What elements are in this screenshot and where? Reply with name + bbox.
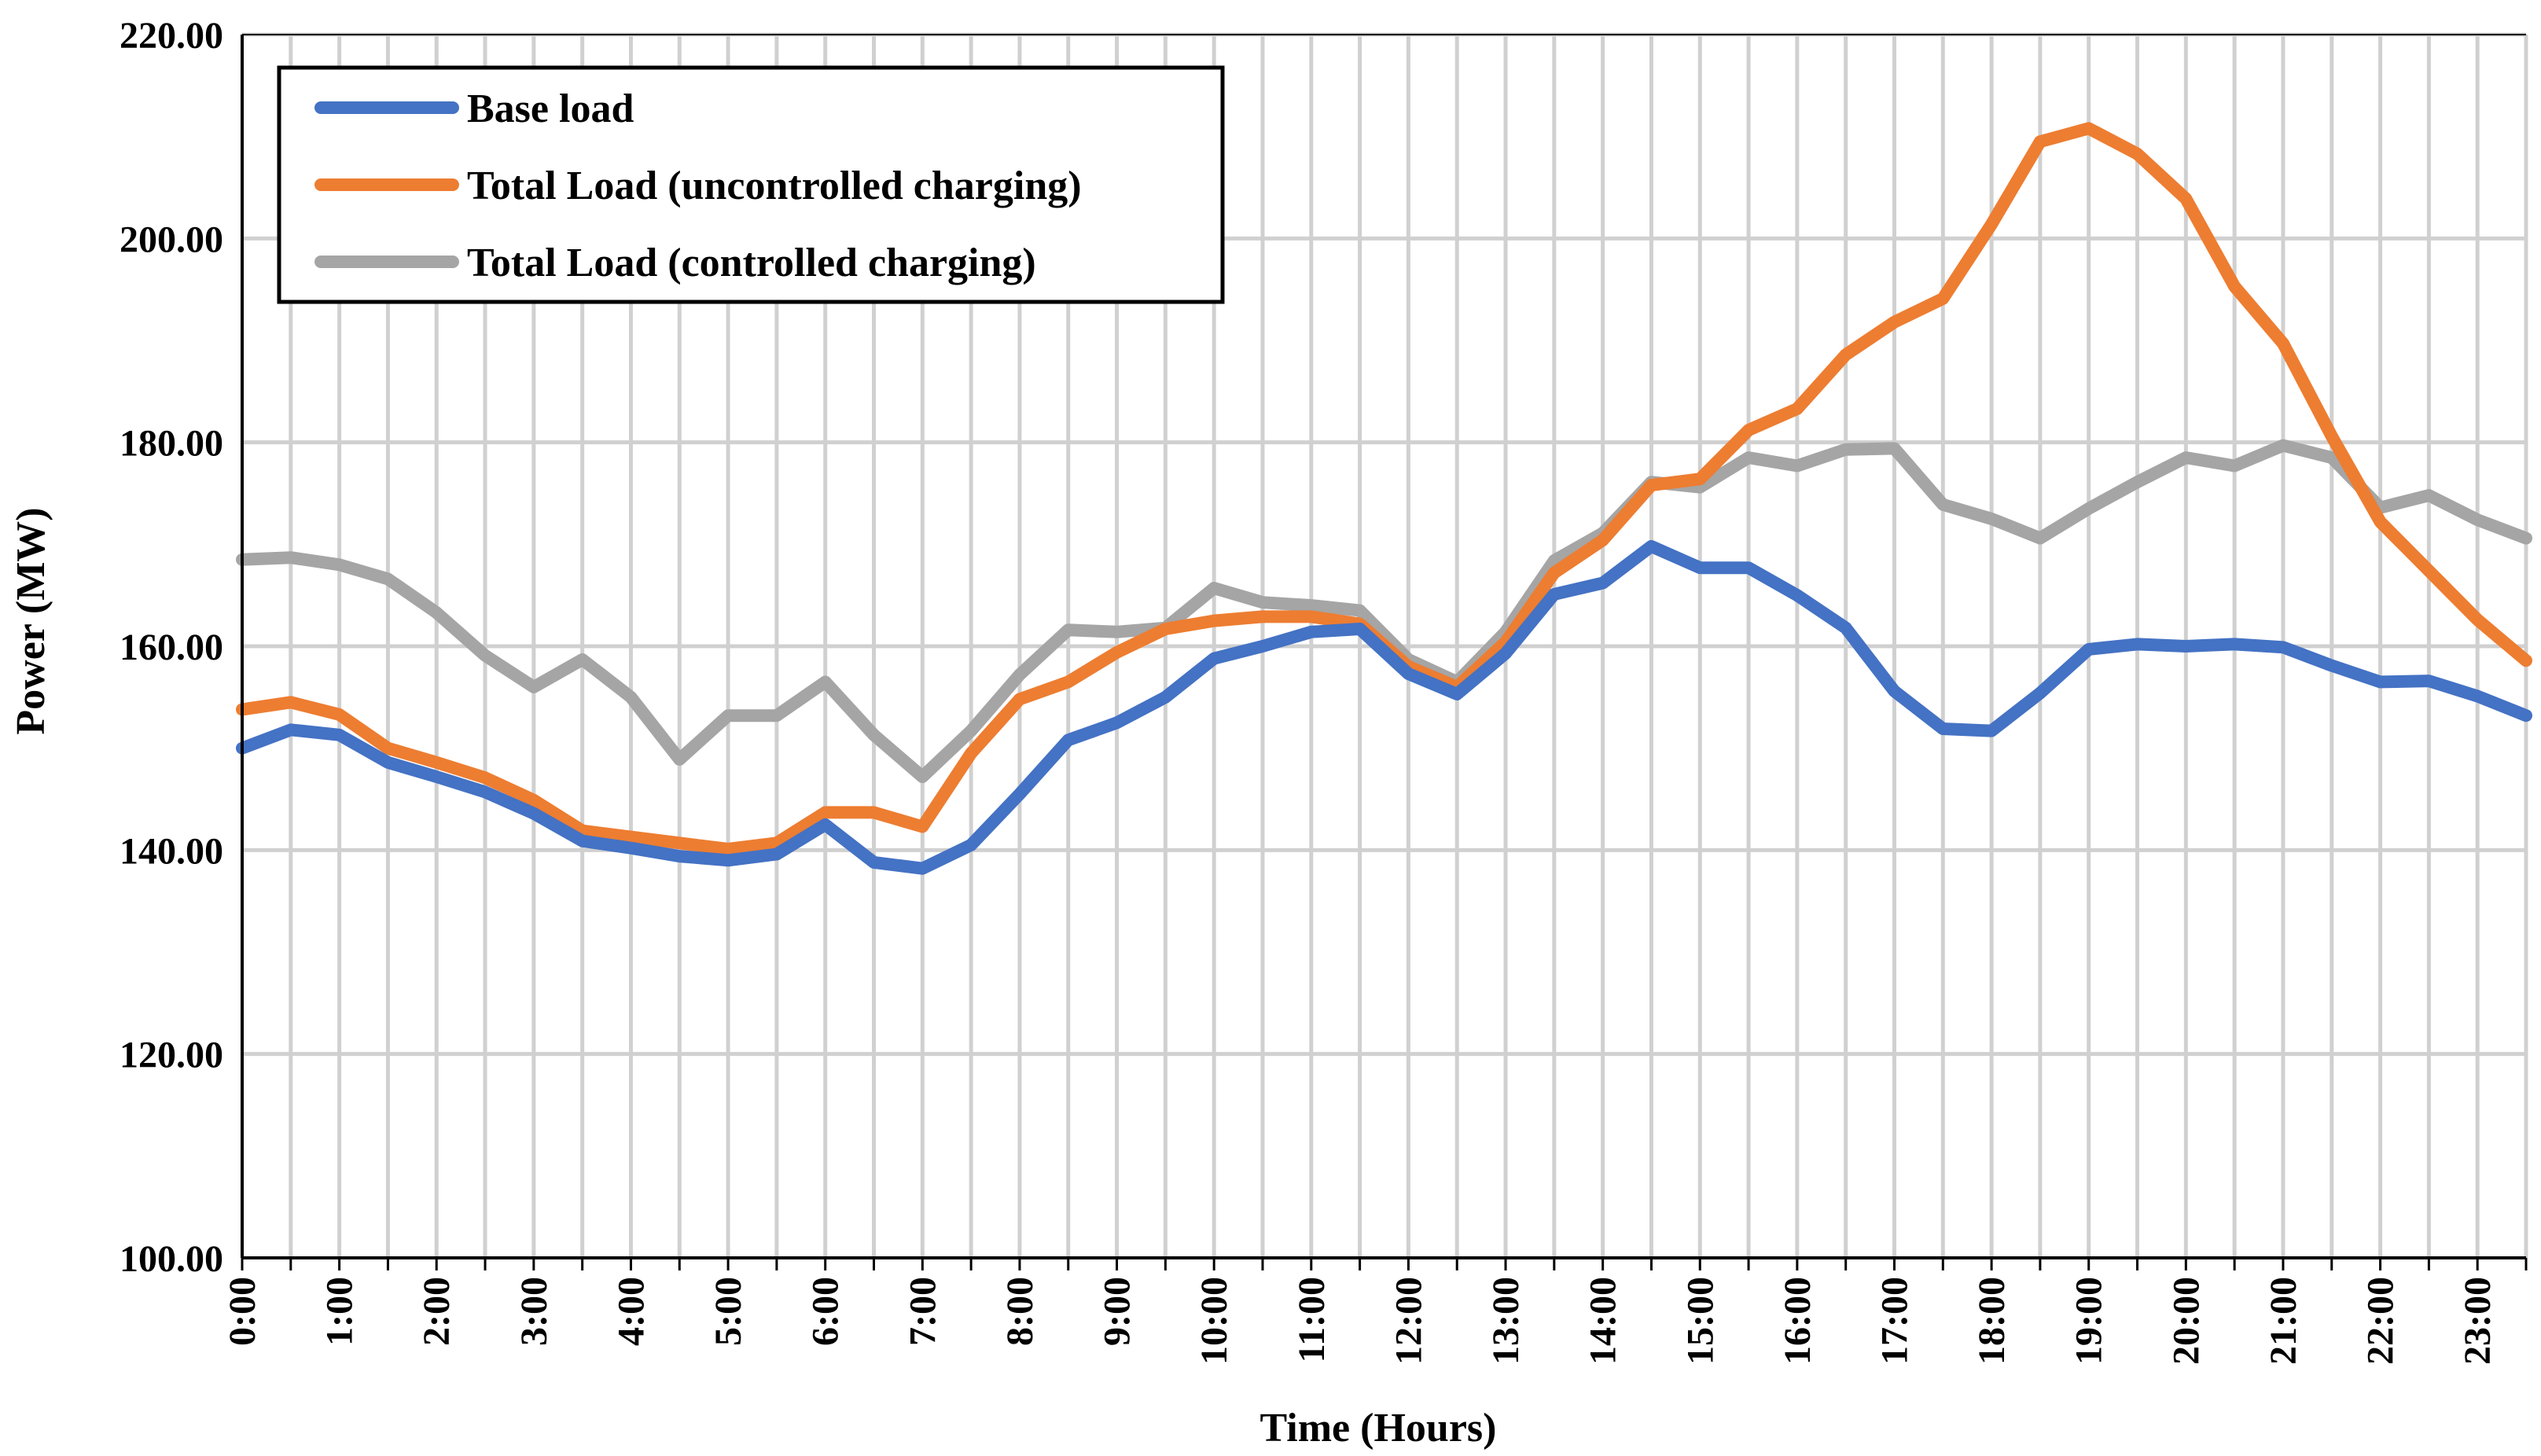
- x-tick-label: 22:00: [2360, 1277, 2402, 1365]
- legend-label-uncontrolled: Total Load (uncontrolled charging): [467, 164, 1082, 208]
- x-tick-label: 20:00: [2165, 1277, 2207, 1365]
- x-tick-label: 21:00: [2263, 1277, 2304, 1365]
- x-tick-label: 7:00: [902, 1277, 943, 1346]
- x-tick-label: 14:00: [1583, 1277, 1624, 1365]
- x-tick-label: 12:00: [1388, 1277, 1429, 1365]
- x-tick-label: 15:00: [1679, 1277, 1721, 1365]
- x-tick-label: 5:00: [708, 1277, 749, 1346]
- x-tick-label: 0:00: [222, 1277, 263, 1346]
- x-tick-label: 19:00: [2068, 1277, 2110, 1365]
- x-tick-label: 17:00: [1874, 1277, 1915, 1365]
- y-tick-label: 120.00: [120, 1035, 223, 1076]
- y-tick-label: 160.00: [120, 627, 223, 668]
- x-tick-label: 13:00: [1485, 1277, 1527, 1365]
- legend-label-controlled: Total Load (controlled charging): [467, 241, 1036, 285]
- legend-label-base-load: Base load: [467, 86, 634, 131]
- legend: Base load Total Load (uncontrolled charg…: [277, 65, 1225, 304]
- x-tick-label: 23:00: [2457, 1277, 2499, 1365]
- x-tick-label: 3:00: [513, 1277, 555, 1346]
- x-tick-label: 6:00: [805, 1277, 847, 1346]
- y-tick-label: 180.00: [120, 423, 223, 465]
- y-tick-label: 220.00: [120, 15, 223, 57]
- x-tick-label: 4:00: [610, 1277, 652, 1346]
- series-line-2: [236, 439, 2532, 783]
- x-tick-label: 1:00: [319, 1277, 361, 1346]
- x-tick-label: 11:00: [1291, 1277, 1333, 1362]
- x-tick-label: 10:00: [1193, 1277, 1235, 1365]
- y-tick-label: 140.00: [120, 830, 223, 872]
- x-axis-title: Time (Hours): [1260, 1406, 1497, 1450]
- x-tick-label: 18:00: [1971, 1277, 2013, 1365]
- x-tick-label: 9:00: [1097, 1277, 1138, 1346]
- series-lines: [236, 122, 2532, 875]
- y-tick-labels: 100.00 120.00 140.00 160.00 180.00 200.00 220.…: [120, 15, 223, 1280]
- y-tick-label: 100.00: [120, 1238, 223, 1280]
- series-line-0: [236, 539, 2532, 875]
- x-tick-label: 2:00: [416, 1277, 458, 1346]
- x-tick-labels: 0:00 1:00 2:00 3:00 4:00 5:00 6:00 7:00 8:00 9:00…: [222, 1258, 2528, 1365]
- y-axis-title: Power (MW): [9, 507, 53, 734]
- x-tick-label: 8:00: [999, 1277, 1041, 1346]
- y-tick-label: 200.00: [120, 219, 223, 260]
- x-tick-label: 16:00: [1777, 1277, 1818, 1365]
